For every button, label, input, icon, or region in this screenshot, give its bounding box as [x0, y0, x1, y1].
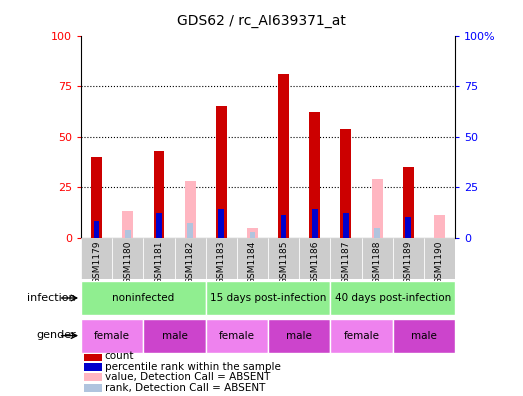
Bar	[206, 281, 331, 315]
Bar	[374, 227, 380, 238]
Text: 15 days post-infection: 15 days post-infection	[210, 293, 326, 303]
Bar	[81, 281, 206, 315]
Bar	[434, 215, 445, 238]
Bar	[237, 238, 268, 279]
Text: GSM1179: GSM1179	[92, 241, 101, 284]
Bar	[361, 238, 393, 279]
Bar	[312, 209, 317, 238]
Bar	[143, 238, 175, 279]
Bar	[156, 213, 162, 238]
Bar	[331, 281, 455, 315]
Bar	[268, 319, 331, 352]
Bar	[247, 227, 258, 238]
Text: GSM1185: GSM1185	[279, 241, 288, 284]
Bar	[393, 319, 455, 352]
Bar	[84, 383, 102, 392]
Text: GSM1184: GSM1184	[248, 241, 257, 284]
Text: rank, Detection Call = ABSENT: rank, Detection Call = ABSENT	[105, 383, 265, 393]
Bar	[424, 238, 455, 279]
Text: GSM1189: GSM1189	[404, 241, 413, 284]
Bar	[216, 106, 227, 238]
Bar	[249, 232, 255, 238]
Text: count: count	[105, 352, 134, 362]
Bar	[81, 319, 143, 352]
Bar	[84, 373, 102, 381]
Text: 40 days post-infection: 40 days post-infection	[335, 293, 451, 303]
Text: GSM1183: GSM1183	[217, 241, 226, 284]
Bar	[84, 352, 102, 361]
Bar	[175, 238, 206, 279]
Bar	[299, 238, 331, 279]
Bar	[331, 238, 361, 279]
Bar	[405, 217, 411, 238]
Text: male: male	[286, 331, 312, 341]
Bar	[154, 151, 164, 238]
Text: male: male	[162, 331, 187, 341]
Bar	[340, 129, 351, 238]
Bar	[309, 112, 320, 238]
Bar	[122, 211, 133, 238]
Text: GSM1190: GSM1190	[435, 241, 444, 284]
Bar	[112, 238, 143, 279]
Text: female: female	[94, 331, 130, 341]
Bar	[143, 319, 206, 352]
Bar	[84, 363, 102, 371]
Bar	[331, 319, 393, 352]
Bar	[281, 215, 287, 238]
Text: GSM1180: GSM1180	[123, 241, 132, 284]
Text: female: female	[219, 331, 255, 341]
Bar	[278, 74, 289, 238]
Text: gender: gender	[36, 330, 76, 341]
Text: percentile rank within the sample: percentile rank within the sample	[105, 362, 280, 372]
Text: GSM1188: GSM1188	[372, 241, 382, 284]
Bar	[393, 238, 424, 279]
Bar	[403, 167, 414, 238]
Text: GSM1181: GSM1181	[154, 241, 164, 284]
Bar	[343, 213, 349, 238]
Text: value, Detection Call = ABSENT: value, Detection Call = ABSENT	[105, 372, 270, 382]
Bar	[372, 179, 382, 238]
Bar	[219, 209, 224, 238]
Bar	[125, 230, 131, 238]
Text: GSM1187: GSM1187	[342, 241, 350, 284]
Bar	[91, 157, 102, 238]
Text: female: female	[344, 331, 380, 341]
Bar	[185, 181, 196, 238]
Bar	[268, 238, 299, 279]
Bar	[94, 221, 99, 238]
Text: GSM1182: GSM1182	[186, 241, 195, 284]
Bar	[206, 238, 237, 279]
Text: noninfected: noninfected	[112, 293, 175, 303]
Text: GDS62 / rc_AI639371_at: GDS62 / rc_AI639371_at	[177, 14, 346, 28]
Bar	[81, 238, 112, 279]
Bar	[187, 223, 193, 238]
Text: male: male	[411, 331, 437, 341]
Text: GSM1186: GSM1186	[310, 241, 319, 284]
Text: infection: infection	[27, 293, 76, 303]
Bar	[206, 319, 268, 352]
